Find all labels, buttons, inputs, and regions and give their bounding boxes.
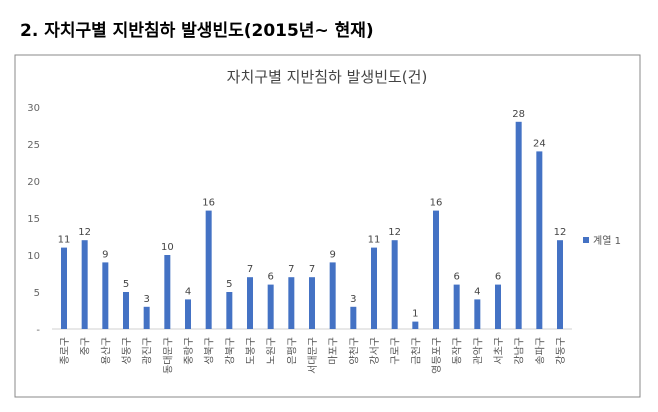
data-label: 9 bbox=[329, 249, 335, 260]
bar bbox=[123, 292, 129, 329]
chart-title: 자치구별 지반침하 발생빈도(건) bbox=[227, 68, 428, 86]
bar bbox=[185, 299, 191, 329]
bar bbox=[350, 306, 357, 329]
bar bbox=[226, 292, 233, 329]
data-label: 16 bbox=[430, 198, 443, 209]
y-tick-label: 25 bbox=[27, 140, 40, 151]
x-tick-label: 동대문구 bbox=[162, 337, 174, 374]
data-label: 16 bbox=[202, 198, 215, 209]
x-tick-label: 강동구 bbox=[555, 337, 567, 365]
bar bbox=[474, 299, 481, 329]
bar bbox=[433, 210, 439, 329]
bar bbox=[267, 284, 274, 329]
data-label: 11 bbox=[58, 235, 71, 246]
chart-frame bbox=[14, 54, 641, 398]
data-label: 28 bbox=[512, 109, 525, 120]
x-tick-label: 구로구 bbox=[391, 337, 402, 365]
data-label: 9 bbox=[102, 249, 108, 260]
x-tick-label: 서초구 bbox=[493, 337, 505, 365]
x-tick-label: 중랑구 bbox=[183, 337, 195, 365]
bar bbox=[205, 210, 212, 329]
x-tick-label: 성북구 bbox=[204, 337, 216, 365]
data-label: 3 bbox=[350, 294, 356, 305]
bar bbox=[288, 277, 295, 329]
data-label: 12 bbox=[554, 227, 567, 238]
data-label: 12 bbox=[78, 227, 91, 238]
y-tick-label: - bbox=[36, 325, 40, 336]
bar bbox=[536, 151, 543, 329]
bar bbox=[329, 262, 336, 329]
data-label: 4 bbox=[474, 286, 480, 297]
y-tick-label: 30 bbox=[27, 103, 40, 114]
bar bbox=[412, 321, 419, 329]
bar bbox=[247, 277, 253, 329]
x-tick-label: 강서구 bbox=[369, 337, 381, 365]
data-label: 5 bbox=[123, 279, 129, 290]
data-label: 7 bbox=[288, 264, 294, 275]
data-label: 12 bbox=[388, 227, 401, 238]
section-heading: 2. 자치구별 지반침하 발생빈도(2015년~ 현재) bbox=[20, 21, 374, 41]
data-label: 11 bbox=[368, 235, 381, 246]
y-tick-label: 15 bbox=[27, 214, 40, 225]
x-tick-label: 강남구 bbox=[514, 337, 526, 365]
x-tick-label: 마포구 bbox=[328, 337, 340, 365]
bar bbox=[515, 121, 522, 329]
x-tick-label: 서대문구 bbox=[307, 337, 319, 374]
x-tick-label: 도봉구 bbox=[245, 337, 257, 365]
bar bbox=[495, 284, 501, 329]
x-tick-label: 용산구 bbox=[100, 337, 112, 365]
x-tick-label: 노원구 bbox=[266, 337, 278, 365]
data-label: 3 bbox=[143, 294, 149, 305]
bar bbox=[81, 240, 88, 329]
legend-label: 계열 1 bbox=[593, 235, 621, 247]
x-tick-label: 영등포구 bbox=[431, 337, 443, 374]
data-label: 4 bbox=[185, 286, 191, 297]
x-tick-label: 광진구 bbox=[142, 337, 154, 365]
bar bbox=[61, 247, 67, 329]
x-tick-label: 중구 bbox=[80, 337, 92, 355]
y-tick-label: 10 bbox=[27, 251, 40, 262]
x-tick-label: 금천구 bbox=[410, 337, 422, 365]
data-label: 7 bbox=[309, 264, 315, 275]
bar bbox=[102, 262, 109, 329]
x-tick-label: 성동구 bbox=[121, 337, 133, 365]
bar bbox=[143, 306, 150, 329]
bar bbox=[309, 277, 315, 329]
bar bbox=[453, 284, 460, 329]
bar bbox=[164, 255, 171, 329]
data-label: 1 bbox=[412, 309, 418, 320]
legend: 계열 1 bbox=[583, 235, 621, 247]
data-label: 6 bbox=[267, 272, 273, 283]
data-label: 10 bbox=[161, 242, 174, 253]
y-tick-label: 20 bbox=[27, 177, 40, 188]
x-tick-label: 은평구 bbox=[286, 337, 298, 365]
x-tick-label: 양천구 bbox=[348, 337, 360, 365]
x-tick-label: 강북구 bbox=[224, 337, 236, 365]
x-tick-label: 종로구 bbox=[59, 337, 71, 365]
data-label: 7 bbox=[247, 264, 253, 275]
data-label: 5 bbox=[226, 279, 232, 290]
data-label: 24 bbox=[533, 138, 546, 149]
bar bbox=[557, 240, 563, 329]
bar bbox=[391, 240, 398, 329]
data-label: 6 bbox=[453, 272, 459, 283]
x-tick-label: 송파구 bbox=[534, 337, 546, 365]
bar bbox=[371, 247, 377, 329]
x-tick-label: 관악구 bbox=[472, 337, 484, 365]
legend-swatch bbox=[583, 237, 589, 243]
y-tick-label: 5 bbox=[34, 288, 40, 299]
data-label: 6 bbox=[495, 272, 501, 283]
x-tick-label: 동작구 bbox=[452, 337, 464, 365]
